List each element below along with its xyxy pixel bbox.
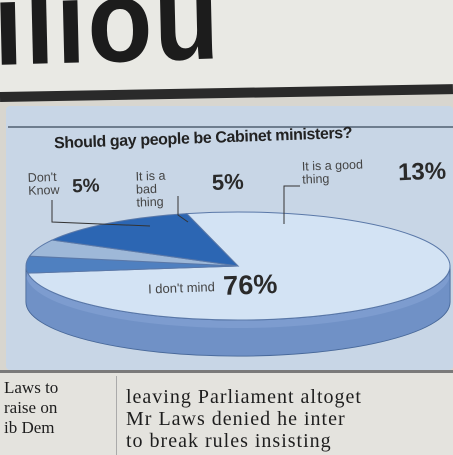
label-bad-thing-text: It is a bad thing <box>135 168 166 210</box>
headline-area: iliou <box>0 0 453 92</box>
label-dont-mind-pct: 76% <box>222 268 278 301</box>
article-line: Laws to <box>4 378 59 397</box>
article-line: ib Dem <box>4 418 55 437</box>
label-bad-thing: It is a bad thing 5% <box>135 165 286 210</box>
article-line: Mr Laws denied he inter <box>126 408 346 430</box>
article-rule <box>0 370 453 373</box>
label-good-thing-text: It is a good thing <box>301 157 364 187</box>
label-dont-mind-text: I don't mind <box>147 279 216 297</box>
label-bad-thing-pct: 5% <box>211 168 245 195</box>
pie-slice-0 <box>27 211 451 321</box>
article-line: leaving Parliament altoget <box>126 386 362 408</box>
article-line: raise on <box>4 398 58 417</box>
label-dont-know-text: Don't Know <box>27 169 60 198</box>
label-dont-know: Don't Know 5% <box>28 168 139 198</box>
pie-slice-3 <box>50 213 240 267</box>
leader-line-2 <box>283 185 300 224</box>
column-divider <box>116 376 117 455</box>
label-good-thing-pct: 13% <box>397 157 447 187</box>
article-column-1: Laws to raise on ib Dem <box>4 378 114 438</box>
label-good-thing: It is a good thing 13% <box>302 155 453 186</box>
article-text: Laws to raise on ib Dem leaving Parliame… <box>0 370 453 455</box>
leader-line-1 <box>177 196 189 223</box>
leader-line-0 <box>51 200 151 227</box>
label-dont-know-pct: 5% <box>71 175 100 198</box>
article-column-2: leaving Parliament altoget Mr Laws denie… <box>126 386 453 452</box>
article-line: to break rules insisting <box>126 430 332 452</box>
pie-side-shade <box>26 274 450 356</box>
poll-top-rule <box>8 126 453 128</box>
